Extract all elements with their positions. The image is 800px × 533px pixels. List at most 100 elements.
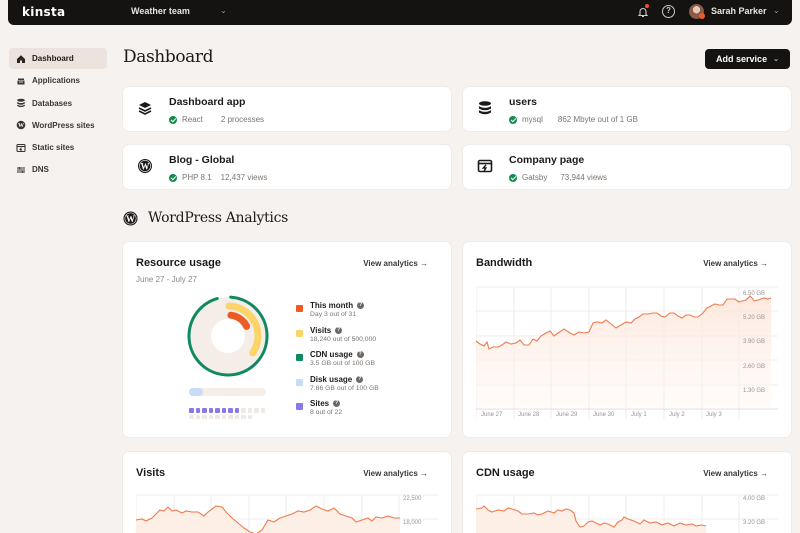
x-tick: June 28 <box>518 412 540 418</box>
legend-value: Day 3 out of 31 <box>310 311 357 318</box>
resource-legend: This month? Day 3 out of 31 Visits? 18,2… <box>296 301 379 424</box>
panel-title: Bandwidth <box>476 257 533 269</box>
section-title: WordPress Analytics <box>148 210 289 226</box>
help-icon[interactable]: ? <box>662 5 675 18</box>
help-icon[interactable]: ? <box>335 326 343 334</box>
wordpress-icon: W <box>123 210 138 226</box>
help-icon[interactable]: ? <box>356 375 364 383</box>
date-range: June 27 - July 27 <box>136 275 197 284</box>
sidebar-item-label: Databases <box>32 98 73 108</box>
panel-title: CDN usage <box>476 467 535 479</box>
service-detail: 2 processes <box>220 115 265 124</box>
resource-usage-panel: Resource usage View analytics → June 27 … <box>123 242 451 437</box>
status-check-icon <box>169 173 177 182</box>
service-detail: 862 Mbyte out of 1 GB <box>557 115 638 124</box>
service-card-company-page[interactable]: Company page Gatsby 73,944 views <box>463 145 791 189</box>
service-tech: PHP 8.1 <box>182 173 212 182</box>
home-icon <box>17 54 25 63</box>
resource-donut-chart <box>187 295 269 377</box>
svg-text:W: W <box>126 213 135 223</box>
sidebar-item-wordpress-sites[interactable]: W WordPress sites <box>9 115 107 136</box>
legend-swatch <box>296 329 303 337</box>
help-icon[interactable]: ? <box>357 302 365 309</box>
chevron-down-icon[interactable]: ⌄ <box>773 6 780 15</box>
legend-name: Visits <box>310 325 332 335</box>
x-tick: July 3 <box>706 412 722 418</box>
legend-swatch <box>296 378 303 386</box>
legend-swatch <box>296 403 303 410</box>
service-meta: PHP 8.1 12,437 views <box>169 173 267 182</box>
legend-name: Sites <box>310 399 330 408</box>
y-tick: 18,000 <box>403 520 422 526</box>
x-tick: June 29 <box>556 412 578 418</box>
legend-name: CDN usage <box>310 350 353 359</box>
sidebar-item-dashboard[interactable]: Dashboard <box>9 48 107 69</box>
status-check-icon <box>509 115 517 124</box>
view-analytics-link[interactable]: View analytics → <box>363 259 428 268</box>
service-card-blog-global[interactable]: W Blog - Global PHP 8.1 12,437 views <box>123 145 451 189</box>
chevron-down-icon: ⌄ <box>773 56 779 63</box>
y-tick: 3.20 GB <box>743 520 766 526</box>
sidebar-item-static-sites[interactable]: Static sites <box>9 137 107 158</box>
status-check-icon <box>169 115 177 124</box>
legend-value: 8 out of 22 <box>310 409 343 416</box>
service-meta: mysql 862 Mbyte out of 1 GB <box>509 115 638 124</box>
y-tick: 4.00 GB <box>743 496 766 502</box>
x-tick: June 27 <box>481 412 503 418</box>
bell-icon[interactable] <box>636 5 650 19</box>
legend-value: 18,240 out of 500,000 <box>310 335 377 343</box>
legend-swatch <box>296 354 303 361</box>
disk-usage-fill <box>189 388 203 396</box>
legend-value: 7.86 GB out of 100 GB <box>310 384 379 392</box>
legend-item-this-month: This month? Day 3 out of 31 <box>296 301 379 318</box>
y-tick: 1.30 GB <box>743 388 766 394</box>
service-card-dashboard-app[interactable]: Dashboard app React 2 processes <box>123 87 451 131</box>
view-analytics-link[interactable]: View analytics → <box>703 259 768 268</box>
service-card-users[interactable]: users mysql 862 Mbyte out of 1 GB <box>463 87 791 131</box>
disk-usage-bar <box>189 388 266 396</box>
y-tick: 5.20 GB <box>743 315 766 321</box>
chevron-down-icon[interactable]: ⌄ <box>220 6 227 15</box>
x-tick: July 2 <box>669 412 685 418</box>
legend-item-disk-usage: Disk usage? 7.86 GB out of 100 GB <box>296 375 379 392</box>
add-service-button[interactable]: Add service ⌄ <box>705 49 790 69</box>
view-analytics-link[interactable]: View analytics → <box>363 469 428 478</box>
panel-title: Visits <box>136 467 166 479</box>
static-site-icon <box>477 159 493 173</box>
service-tech: Gatsby <box>522 173 548 182</box>
help-icon[interactable]: ? <box>356 351 364 358</box>
sidebar-item-label: WordPress sites <box>32 120 95 130</box>
sidebar-item-applications[interactable]: Applications <box>9 70 107 91</box>
help-icon[interactable]: ? <box>333 400 341 407</box>
service-tech: mysql <box>522 115 543 124</box>
legend-item-cdn-usage: CDN usage? 3.5 GB out of 100 GB <box>296 350 379 367</box>
visits-line-chart <box>136 494 438 533</box>
sidebar: Dashboard Applications Databases W WordP… <box>9 48 107 182</box>
service-tech: React <box>182 115 203 124</box>
status-check-icon <box>509 173 517 182</box>
bandwidth-panel: Bandwidth View analytics → 6.50 GB 5.20 … <box>463 242 791 437</box>
service-detail: 73,944 views <box>560 173 608 182</box>
sidebar-item-label: Dashboard <box>32 54 74 63</box>
user-menu[interactable]: Sarah Parker <box>711 6 767 16</box>
legend-item-visits: Visits? 18,240 out of 500,000 <box>296 326 379 343</box>
y-tick: 3.90 GB <box>743 339 766 345</box>
team-switcher[interactable]: Weather team <box>131 6 190 16</box>
legend-name: This month <box>310 301 354 310</box>
sites-grid <box>189 408 265 419</box>
sidebar-item-databases[interactable]: Databases <box>9 93 107 114</box>
wordpress-analytics-heading: W WordPress Analytics <box>123 210 288 226</box>
legend-swatch <box>296 305 303 312</box>
view-analytics-link[interactable]: View analytics → <box>703 469 768 478</box>
panel-title: Resource usage <box>136 257 221 269</box>
legend-item-sites: Sites? 8 out of 22 <box>296 399 379 416</box>
kinsta-logo[interactable]: kinsta <box>22 5 66 19</box>
sidebar-item-label: Static sites <box>32 143 75 153</box>
x-tick: July 1 <box>631 412 647 418</box>
sidebar-item-dns[interactable]: DNS <box>9 159 107 180</box>
service-meta: React 2 processes <box>169 115 264 124</box>
svg-text:W: W <box>141 161 150 171</box>
top-bar: kinsta Weather team ⌄ ? Sarah Parker ⌄ <box>8 0 792 25</box>
dns-icon <box>17 166 25 173</box>
service-name: Blog - Global <box>169 154 235 166</box>
